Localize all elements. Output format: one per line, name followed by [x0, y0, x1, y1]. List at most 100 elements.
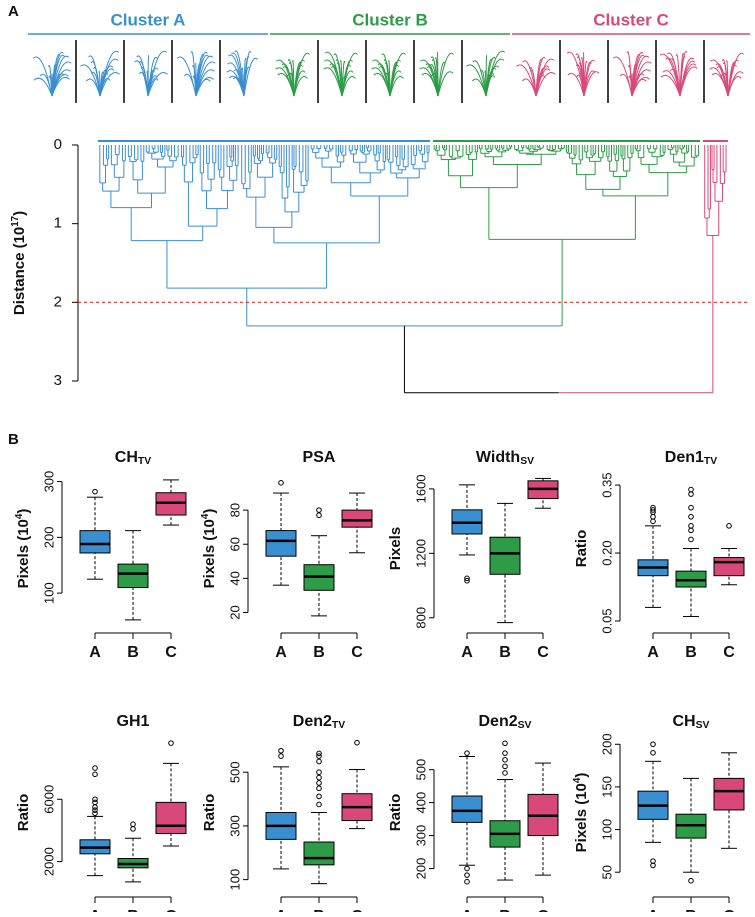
box — [714, 778, 744, 810]
box — [118, 564, 148, 587]
plot-title: GH1 — [117, 713, 150, 730]
box — [714, 558, 744, 576]
y-axis-label-part: Pixels (10 — [15, 519, 32, 588]
y-axis-label: Pixels (104) — [200, 509, 218, 589]
plot-title: Den2TV — [293, 713, 345, 731]
outlier — [169, 741, 174, 746]
outlier — [355, 740, 360, 745]
plot-title: CHSV — [673, 713, 710, 731]
outlier — [317, 513, 322, 518]
outlier — [689, 492, 694, 497]
x-tick-label: B — [499, 644, 511, 661]
y-tick-label: 3 — [54, 372, 62, 389]
y-tick-label: 0.35 — [599, 472, 614, 497]
outlier — [317, 802, 322, 807]
plant-leaf — [536, 59, 554, 96]
outlier — [651, 742, 656, 747]
y-axis-label-part: Ratio — [15, 794, 32, 832]
x-tick-label: A — [647, 908, 659, 912]
outlier — [689, 505, 694, 510]
outlier — [93, 766, 98, 771]
y-axis-label: Ratio — [201, 794, 218, 832]
outlier — [503, 771, 508, 776]
outlier — [317, 508, 322, 513]
y-tick-label: 400 — [413, 792, 428, 814]
y-tick-label: 800 — [413, 607, 428, 629]
y-axis-label-part: Pixels (10 — [573, 783, 590, 852]
y-tick-label: 40 — [227, 571, 242, 585]
x-tick-label: B — [499, 908, 511, 912]
y-tick-label: 6000 — [41, 785, 56, 814]
x-tick-label: C — [723, 908, 735, 912]
y-tick-label: 150 — [599, 776, 614, 798]
panel-label: B — [8, 431, 19, 448]
outlier — [651, 514, 656, 519]
x-tick-label: B — [685, 644, 697, 661]
x-tick-label: A — [275, 908, 287, 912]
plot-title-part: Width — [476, 449, 520, 466]
outlier — [279, 748, 284, 753]
x-tick-label: C — [723, 644, 735, 661]
panel-label: A — [8, 3, 19, 20]
box — [452, 796, 482, 822]
plot-title-part: Den2 — [479, 713, 518, 730]
y-tick-label: 80 — [227, 503, 242, 517]
box — [266, 531, 296, 557]
plot-title-part: TV — [704, 456, 717, 467]
y-tick-label: 100 — [41, 582, 56, 604]
plot-title-part: GH1 — [117, 713, 150, 730]
y-axis-label-part: Ratio — [201, 794, 218, 832]
y-tick-label: 500 — [413, 759, 428, 781]
y-tick-label: 200 — [41, 526, 56, 548]
plot-title-part: CH — [673, 713, 696, 730]
outlier — [317, 781, 322, 786]
y-tick-label: 200 — [599, 733, 614, 755]
plot-title-part: CH — [115, 449, 138, 466]
outlier — [279, 754, 284, 759]
outlier — [689, 537, 694, 542]
x-tick-label: B — [685, 908, 697, 912]
plant-leaf — [34, 78, 52, 96]
outlier — [317, 759, 322, 764]
box — [490, 537, 520, 574]
y-axis-label-part: ) — [201, 509, 218, 514]
y-tick-label: 100 — [227, 869, 242, 891]
cluster-label: Cluster B — [352, 10, 428, 29]
x-tick-label: B — [313, 908, 325, 912]
outlier — [689, 514, 694, 519]
outlier — [279, 481, 284, 486]
x-tick-label: A — [89, 908, 101, 912]
plot-title: PSA — [303, 449, 336, 466]
plot-title: WidthSV — [476, 449, 534, 467]
plot-title-part: SV — [696, 720, 710, 731]
y-axis-label: Ratio — [387, 794, 404, 832]
y-tick-label: 1200 — [413, 539, 428, 568]
y-tick-label: 500 — [227, 761, 242, 783]
outlier — [465, 873, 470, 878]
x-tick-label: B — [127, 908, 139, 912]
box — [342, 510, 372, 527]
outlier — [465, 866, 470, 871]
y-axis-label: Ratio — [573, 530, 590, 568]
y-axis-label: Ratio — [15, 794, 32, 832]
outlier — [651, 750, 656, 755]
outlier — [727, 524, 732, 529]
cluster-label: Cluster C — [593, 10, 669, 29]
x-tick-label: C — [537, 644, 549, 661]
y-tick-label: 300 — [227, 815, 242, 837]
y-axis-label: Distance (1017) — [10, 211, 28, 315]
y-tick-label: 0 — [54, 136, 62, 153]
x-tick-label: B — [313, 644, 325, 661]
plot-title-part: SV — [520, 456, 534, 467]
outlier — [465, 751, 470, 756]
outlier — [689, 528, 694, 533]
outlier — [503, 764, 508, 769]
outlier — [689, 878, 694, 883]
y-axis-label-part: Ratio — [573, 530, 590, 568]
y-tick-label: 100 — [599, 819, 614, 841]
outlier — [317, 786, 322, 791]
y-tick-label: 60 — [227, 537, 242, 551]
y-axis-label-part: ) — [11, 211, 28, 216]
outlier — [131, 827, 136, 832]
box — [156, 802, 186, 833]
